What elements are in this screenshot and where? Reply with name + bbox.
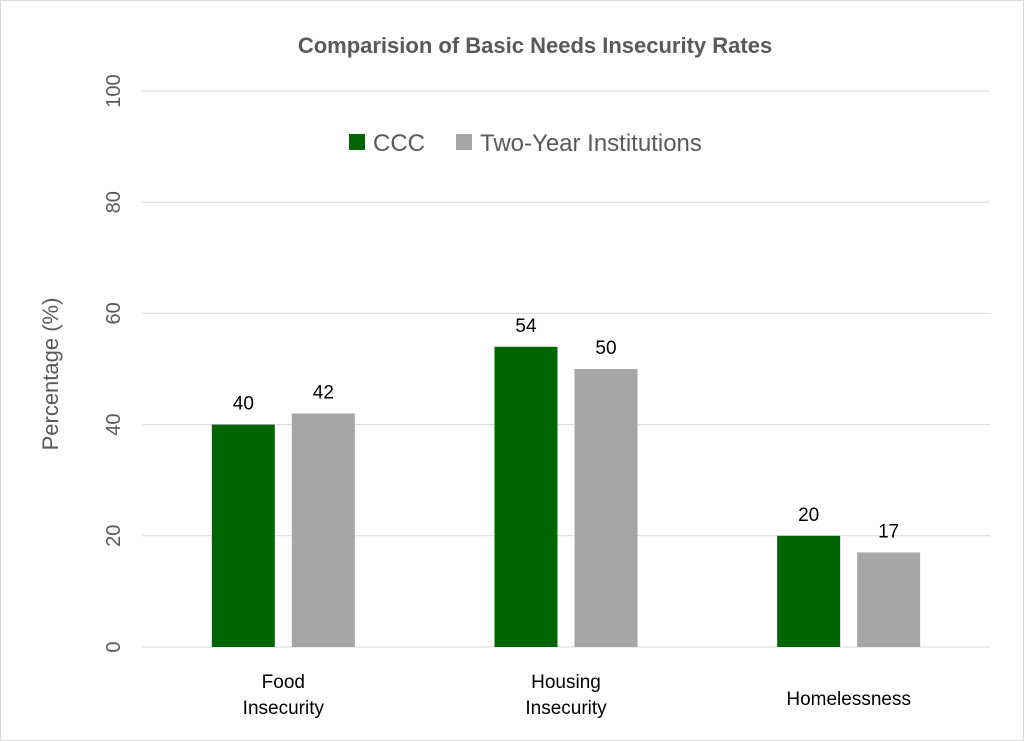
bar <box>574 369 638 647</box>
data-label: 50 <box>595 338 616 359</box>
y-tick-label: 100 <box>103 74 125 107</box>
bar <box>211 424 275 647</box>
bars <box>211 346 921 647</box>
bar <box>291 413 355 647</box>
data-label: 17 <box>878 521 899 542</box>
data-labels: 40 42 54 50 20 17 <box>233 316 899 543</box>
data-label: 40 <box>233 394 254 415</box>
y-tick-label: 80 <box>103 191 125 213</box>
category-label: Housing <box>531 672 601 693</box>
gridlines <box>142 90 990 648</box>
category-labels: Food Insecurity Housing Insecurity Homelessn… <box>243 672 911 719</box>
y-axis-label: Percentage (%) <box>38 298 63 451</box>
category-label: Homelessness <box>786 689 911 710</box>
y-tick-label: 40 <box>103 413 125 435</box>
chart-title: Comparision of Basic Needs Insecurity Ra… <box>298 33 772 58</box>
data-label: 42 <box>313 382 334 403</box>
y-tick-label: 0 <box>103 641 125 652</box>
data-label: 54 <box>515 316 537 337</box>
category-label: Insecurity <box>243 698 325 719</box>
legend: CCC Two-Year Institutions <box>349 130 702 157</box>
legend-label: CCC <box>373 130 425 157</box>
bar <box>857 552 921 647</box>
bar <box>777 535 841 647</box>
category-label: Insecurity <box>525 698 607 719</box>
data-label: 20 <box>798 505 819 526</box>
legend-swatch <box>456 134 472 150</box>
y-tick-label: 60 <box>103 302 125 324</box>
legend-swatch <box>349 134 365 150</box>
y-axis-ticks: 0 20 40 60 80 100 <box>103 74 125 652</box>
category-label: Food <box>262 672 305 693</box>
bar <box>494 346 558 647</box>
y-tick-label: 20 <box>103 525 125 547</box>
legend-label: Two-Year Institutions <box>480 130 702 157</box>
